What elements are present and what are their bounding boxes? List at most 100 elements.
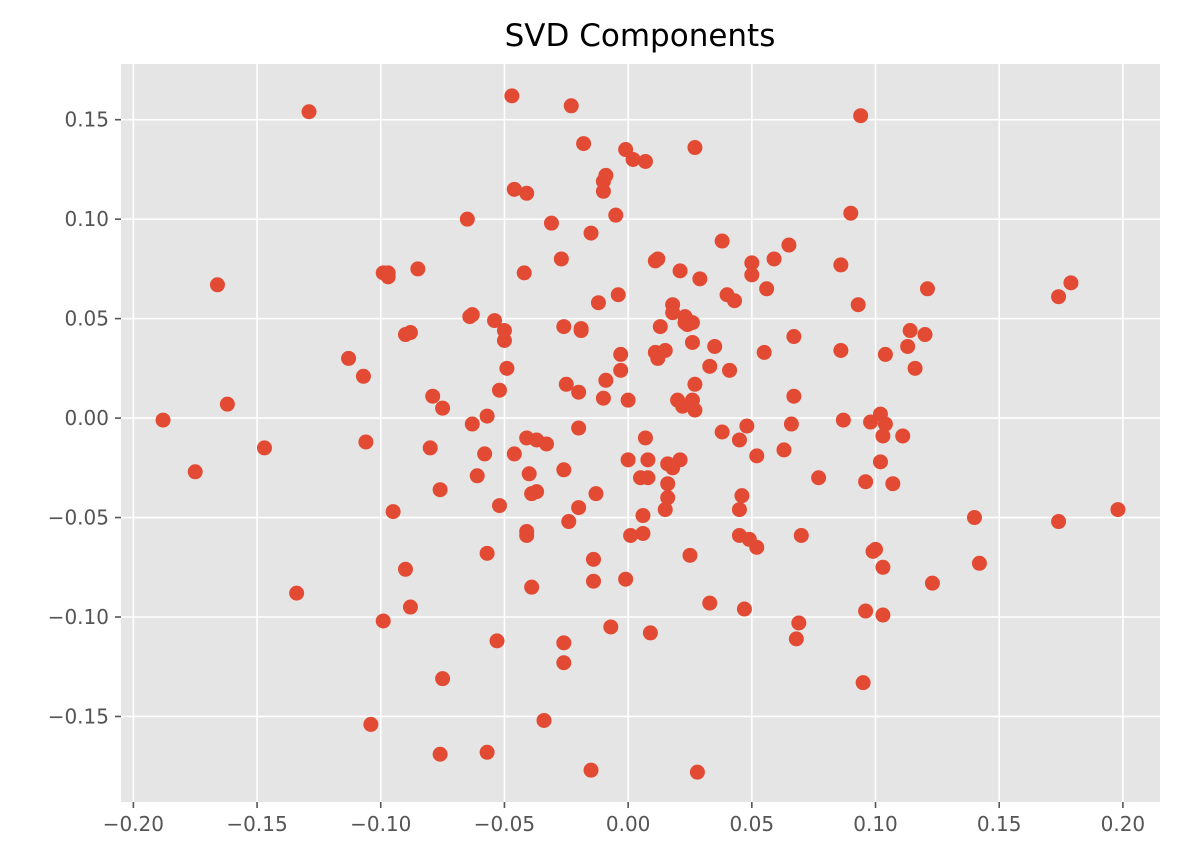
scatter-point <box>687 402 703 418</box>
scatter-point <box>875 559 891 575</box>
scatter-point <box>464 307 480 323</box>
scatter-point <box>853 108 869 124</box>
scatter-point <box>781 237 797 253</box>
axis-ticks: −0.20 −0.15 −0.10 −0.05 0.00 0.05 0.10 0.15 0.20… <box>48 108 1145 836</box>
scatter-point <box>707 338 723 354</box>
scatter-point <box>477 446 493 462</box>
scatter-point <box>786 329 802 345</box>
scatter-point <box>875 428 891 444</box>
scatter-point <box>155 412 171 428</box>
scatter-point <box>341 350 357 366</box>
scatter-point <box>1063 275 1079 291</box>
scatter-point <box>598 372 614 388</box>
scatter-point <box>875 607 891 623</box>
scatter-point <box>640 452 656 468</box>
x-tick-label: −0.10 <box>350 812 411 836</box>
scatter-point <box>491 382 507 398</box>
scatter-point <box>556 635 572 651</box>
scatter-point <box>410 261 426 277</box>
scatter-point <box>744 255 760 271</box>
scatter-point <box>759 281 775 297</box>
scatter-point <box>529 484 545 500</box>
scatter-point <box>835 412 851 428</box>
scatter-point <box>858 603 874 619</box>
scatter-point <box>385 504 401 520</box>
scatter-point <box>504 88 520 104</box>
scatter-point <box>618 571 634 587</box>
scatter-point <box>479 744 495 760</box>
scatter-point <box>479 545 495 561</box>
scatter-point <box>556 462 572 478</box>
scatter-point <box>583 762 599 778</box>
scatter-point <box>850 297 866 313</box>
scatter-point <box>375 613 391 629</box>
scatter-point <box>756 344 772 360</box>
y-tick-label: 0.10 <box>64 207 109 231</box>
scatter-point <box>734 488 750 504</box>
scatter-point <box>885 476 901 492</box>
scatter-point <box>585 551 601 567</box>
scatter-point <box>637 153 653 169</box>
scatter-point <box>432 746 448 762</box>
scatter-point <box>660 476 676 492</box>
scatter-point <box>590 295 606 311</box>
x-tick-label: 0.05 <box>730 812 775 836</box>
scatter-point <box>672 452 688 468</box>
scatter-point <box>907 360 923 376</box>
scatter-point <box>459 211 475 227</box>
scatter-point <box>558 376 574 392</box>
scatter-point <box>692 271 708 287</box>
scatter-point <box>397 561 413 577</box>
scatter-point <box>652 319 668 335</box>
scatter-point <box>380 269 396 285</box>
scatter-point <box>464 416 480 432</box>
scatter-point <box>187 464 203 480</box>
scatter-point <box>843 205 859 221</box>
scatter-point <box>689 764 705 780</box>
scatter-point <box>687 140 703 156</box>
scatter-point <box>620 452 636 468</box>
scatter-point <box>402 325 418 341</box>
scatter-point <box>538 436 554 452</box>
scatter-point <box>739 418 755 434</box>
y-tick-label: 0.05 <box>64 307 109 331</box>
x-tick-label: 0.00 <box>606 812 651 836</box>
scatter-point <box>623 527 639 543</box>
scatter-point <box>620 392 636 408</box>
scatter-point <box>610 287 626 303</box>
scatter-point <box>561 514 577 530</box>
scatter-point <box>687 376 703 392</box>
x-tick-label: −0.15 <box>226 812 287 836</box>
scatter-point <box>672 263 688 279</box>
scatter-point <box>479 408 495 424</box>
chart-title: SVD Components <box>505 18 776 54</box>
scatter-point <box>571 420 587 436</box>
scatter-point <box>598 167 614 183</box>
scatter-point <box>714 233 730 249</box>
y-tick-label: −0.10 <box>48 605 109 629</box>
scatter-point <box>256 440 272 456</box>
scatter-point <box>536 712 552 728</box>
scatter-point <box>496 333 512 349</box>
scatter-point <box>895 428 911 444</box>
scatter-point <box>684 334 700 350</box>
scatter-point <box>1051 514 1067 530</box>
y-tick-label: −0.05 <box>48 506 109 530</box>
data-points <box>155 88 1126 780</box>
scatter-point <box>793 527 809 543</box>
scatter-point <box>516 265 532 281</box>
scatter-point <box>1051 289 1067 305</box>
scatter-point <box>900 338 916 354</box>
scatter-point <box>595 390 611 406</box>
scatter-point <box>571 384 587 400</box>
scatter-point <box>435 671 451 687</box>
scatter-point <box>625 151 641 167</box>
scatter-point <box>833 342 849 358</box>
scatter-point <box>902 323 918 339</box>
scatter-point <box>736 601 752 617</box>
scatter-point <box>519 185 535 201</box>
scatter-point <box>858 474 874 490</box>
scatter-point <box>358 434 374 450</box>
scatter-point <box>657 502 673 518</box>
scatter-point <box>966 510 982 526</box>
